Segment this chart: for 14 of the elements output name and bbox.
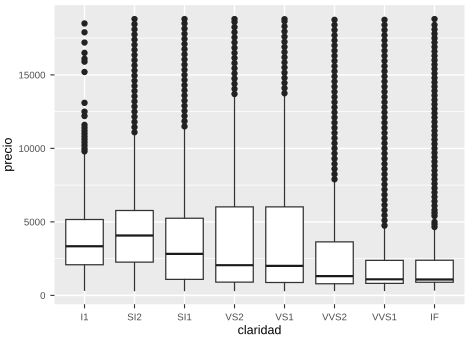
y-axis-title: precio: [2, 138, 14, 171]
x-tick-label: SI2: [128, 313, 142, 320]
y-tick-label: 15000: [19, 72, 46, 79]
x-tick-label: VS2: [225, 313, 244, 320]
y-tick-label: 10000: [19, 145, 46, 152]
x-tick-label: VVS2: [322, 313, 346, 320]
x-tick-label: IF: [431, 314, 438, 320]
x-axis-title: claridad: [238, 325, 281, 334]
x-tick-label: VVS1: [372, 313, 396, 320]
y-tick-label: 5000: [24, 218, 46, 226]
y-tick-label: 0: [40, 292, 46, 299]
x-tick-label: SI1: [178, 313, 192, 320]
x-tick-label: I1: [81, 314, 88, 320]
x-tick-label: VS1: [275, 313, 294, 320]
